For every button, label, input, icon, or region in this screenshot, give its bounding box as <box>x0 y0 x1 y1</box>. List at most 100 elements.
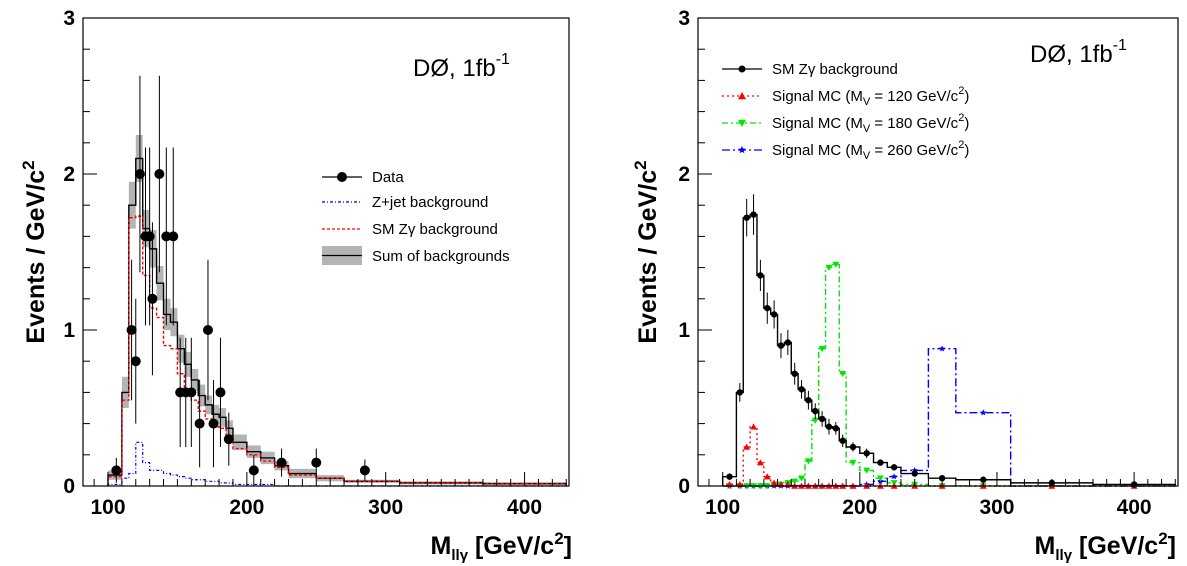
series-point-2 <box>832 261 840 268</box>
series-point-0 <box>784 339 792 346</box>
series-point-0 <box>726 473 733 480</box>
right-y-axis-title: Events / GeV/c2 <box>631 160 662 343</box>
series-point-2 <box>791 478 799 485</box>
series-point-0 <box>938 475 946 482</box>
legend-entry-0: SM Zγ background <box>722 61 898 78</box>
right-axes: 100 200 300 400 0 1 2 3 <box>678 7 1176 519</box>
series-point-0 <box>791 370 798 377</box>
legend-label-zg: SM Zγ background <box>372 221 498 238</box>
sum-of-backgrounds-line <box>107 157 567 486</box>
legend-label-2: Signal MC (MV = 180 GeV/c2) <box>772 112 969 135</box>
right-y-tick-label: 2 <box>678 163 690 186</box>
legend-label-text: Signal MC (M <box>772 142 863 159</box>
legend-entry-2: Signal MC (MV = 180 GeV/c2) <box>722 112 969 135</box>
legend-entry-data: Data <box>322 169 404 186</box>
series-point-3 <box>938 345 946 352</box>
right-x-tick-label: 300 <box>979 496 1014 519</box>
series-point-0 <box>770 311 778 318</box>
data-point <box>154 169 165 179</box>
legend-label-end: ) <box>964 88 969 105</box>
series-point-2 <box>825 264 833 271</box>
legend-label-zjet: Z+jet background <box>372 194 488 211</box>
series-point-3 <box>980 409 987 416</box>
legend-label-data: Data <box>372 169 404 186</box>
right-panel: 100 200 300 400 0 1 2 3 DØ, 1fb-1 Events / GeV/… <box>631 7 1179 564</box>
series-point-0 <box>764 304 771 312</box>
data-point <box>194 418 205 429</box>
series-point-1 <box>750 423 757 430</box>
left-plot-area <box>107 75 567 487</box>
left-x-tick-label: 200 <box>229 496 264 519</box>
series-point-0 <box>750 211 757 218</box>
right-y-tick-label: 0 <box>678 475 690 498</box>
right-legend: SM Zγ background Signal MC (MV = 120 GeV/… <box>722 61 969 162</box>
series-point-1 <box>743 443 751 450</box>
legend-label-3: Signal MC (MV = 260 GeV/c2) <box>772 139 969 162</box>
data-point <box>223 434 234 445</box>
series-point-2 <box>877 475 884 482</box>
series-line-2 <box>722 263 1176 487</box>
zjet-background-line <box>107 441 567 487</box>
legend-label-after: = 260 GeV/c <box>870 142 958 159</box>
legend-label-sub: V <box>863 123 871 135</box>
left-x-tick-label: 100 <box>90 496 125 519</box>
series-point-1 <box>757 459 764 466</box>
left-y-tick-label: 1 <box>63 319 75 342</box>
legend-label-sub: V <box>863 96 871 108</box>
data-point <box>144 231 155 242</box>
legend-marker-2 <box>738 119 746 127</box>
data-point <box>208 418 219 429</box>
data-point <box>161 231 172 242</box>
data-point <box>147 293 158 304</box>
right-annotation: DØ, 1fb-1 <box>1030 37 1127 68</box>
right-plot-frame <box>697 17 1179 487</box>
series-point-2 <box>798 475 805 482</box>
series-point-3 <box>890 473 898 480</box>
data-point <box>168 231 179 242</box>
series-point-0 <box>818 415 826 423</box>
series-point-0 <box>812 407 819 415</box>
series-point-2 <box>805 458 812 465</box>
legend-marker-3 <box>738 146 746 154</box>
series-point-0 <box>849 443 857 451</box>
legend-label-text: SM Zγ background <box>772 61 898 78</box>
data-point <box>134 169 145 179</box>
series-point-0 <box>798 386 805 393</box>
series-point-2 <box>863 467 871 474</box>
left-plot-frame <box>82 17 570 487</box>
right-x-tick-label: 200 <box>842 496 877 519</box>
series-point-2 <box>811 417 819 424</box>
data-point <box>186 387 197 398</box>
series-point-0 <box>825 423 833 430</box>
data-point <box>130 356 141 367</box>
legend-label-sup: 2 <box>958 85 964 97</box>
right-y-tick-label: 3 <box>678 7 690 30</box>
left-y-tick-label: 3 <box>63 7 75 30</box>
series-point-2 <box>818 346 826 353</box>
legend-entry-zjet: Z+jet background <box>322 194 488 211</box>
series-point-0 <box>805 397 812 404</box>
legend-marker-circle <box>337 172 347 182</box>
series-point-0 <box>757 272 764 279</box>
legend-entry-1: Signal MC (MV = 120 GeV/c2) <box>722 85 969 108</box>
data-point <box>202 325 213 335</box>
left-y-tick-label: 2 <box>63 163 75 186</box>
right-x-tick-label: 100 <box>705 496 740 519</box>
series-point-0 <box>736 389 744 396</box>
data-point <box>359 465 370 476</box>
legend-marker-1 <box>738 92 746 100</box>
legend-label-after: = 180 GeV/c <box>870 115 958 132</box>
left-axes: 100 200 300 400 0 1 2 3 <box>63 7 567 519</box>
legend-entry-zg: SM Zγ background <box>322 221 498 238</box>
series-point-0 <box>777 342 785 349</box>
legend-label-text: Signal MC (M <box>772 88 863 105</box>
legend-label-sup: 2 <box>958 139 964 151</box>
data-point <box>111 465 122 476</box>
series-point-0 <box>877 459 884 466</box>
left-x-tick-label: 300 <box>368 496 403 519</box>
series-point-0 <box>832 425 840 432</box>
legend-label-sup: 2 <box>958 112 964 124</box>
legend-label-sub: V <box>863 150 871 162</box>
left-annotation: DØ, 1fb-1 <box>413 51 510 82</box>
